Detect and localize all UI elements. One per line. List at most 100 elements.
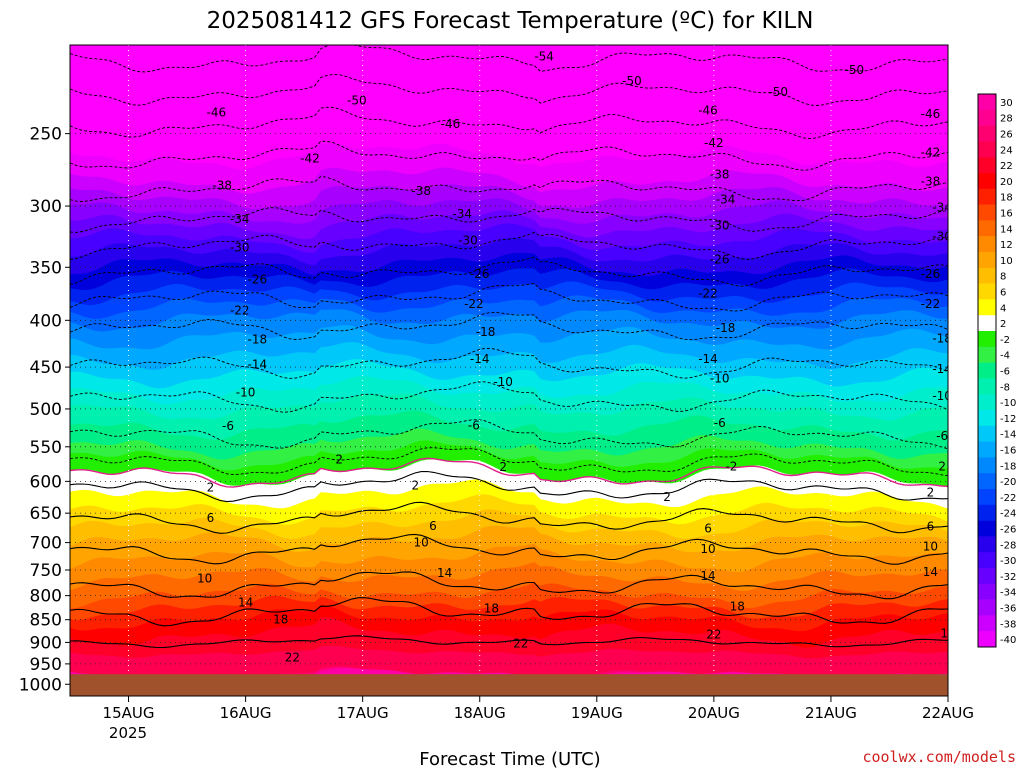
colorbar-label: 10 — [1000, 256, 1013, 267]
contour-label: -22 — [464, 297, 484, 311]
contour-label: -50 — [622, 74, 642, 88]
colorbar-swatch — [978, 536, 996, 553]
colorbar-label: -32 — [1000, 572, 1016, 583]
colorbar-label: -10 — [1000, 398, 1016, 409]
colorbar-swatch — [978, 236, 996, 253]
contour-label: -46 — [207, 105, 227, 119]
colorbar-swatch — [978, 157, 996, 174]
contour-label: 14 — [700, 569, 715, 583]
colorbar-swatch — [978, 362, 996, 379]
plot-area: -50-54-50-50-50-50-46-46-46 -46-42-42-42-… — [70, 45, 952, 696]
colorbar-swatch — [978, 473, 996, 490]
contour-label: -14 — [248, 357, 268, 371]
contour-label: 10 — [700, 542, 715, 556]
y-tick-label: 250 — [30, 125, 62, 145]
colorbar-swatch — [978, 441, 996, 458]
colorbar-label: 16 — [1000, 209, 1013, 220]
contour-label: -42 — [300, 151, 320, 165]
freezing-line — [70, 457, 948, 488]
colorbar-label: 20 — [1000, 177, 1013, 188]
contour-label: -18 — [932, 332, 952, 346]
contour-label: -14 — [470, 352, 490, 366]
contour-label: -38 — [710, 167, 730, 181]
contour-line — [70, 419, 948, 450]
contour-label: 18 — [484, 601, 499, 615]
y-tick-label: 350 — [30, 258, 62, 278]
x-tick-label: 21AUG — [805, 704, 857, 722]
contour-label: 2 — [335, 453, 343, 467]
colorbar-swatch — [978, 94, 996, 111]
colorbar-frame — [977, 93, 997, 648]
contour-label: -10 — [236, 386, 256, 400]
colorbar-swatch — [978, 568, 996, 585]
colorbar-swatch — [978, 141, 996, 158]
colorbar-label: 22 — [1000, 161, 1013, 172]
contour-label: -30 — [230, 240, 250, 254]
contour-label: -22 — [921, 297, 941, 311]
x-axis: 15AUG 16AUG 17AUG 18AUG 19AUG 20AUG 21AUG 22AUG — [103, 696, 974, 722]
grid-lines — [70, 45, 948, 696]
contour-label: -38 — [921, 174, 941, 188]
temperature-band — [70, 45, 948, 170]
contour-label: -38 — [212, 179, 232, 193]
colorbar-label: -24 — [1000, 509, 1016, 520]
contour-label: 22 — [513, 636, 528, 650]
contour-label: -18 — [476, 325, 496, 339]
colorbar-swatch — [978, 252, 996, 269]
colorbar-label: 2 — [1000, 319, 1006, 330]
x-year-label: 2025 — [109, 724, 147, 742]
contour-label: -34 — [452, 207, 472, 221]
contour-label: 6 — [927, 519, 935, 533]
contour-label: 2 — [412, 478, 420, 492]
y-tick-label: 850 — [30, 611, 62, 631]
contour-line — [70, 140, 948, 171]
contour-line — [70, 45, 948, 73]
y-tick-label: 400 — [30, 311, 62, 331]
colorbar: 30 28 26 24 22 20 18 16 14 12 10 8 6 4 2 -2 -4 -6 -8 -10 -12… — [977, 93, 1016, 648]
colorbar-label: 28 — [1000, 114, 1013, 125]
colorbar-swatch — [978, 520, 996, 537]
contour-label: 2 — [499, 460, 507, 474]
colorbar-label: 26 — [1000, 130, 1013, 141]
colorbar-label: 8 — [1000, 272, 1006, 283]
colorbar-swatch — [978, 504, 996, 521]
x-axis-label: Forecast Time (UTC) — [419, 749, 600, 768]
y-tick-label: 900 — [30, 633, 62, 653]
colorbar-swatch — [978, 489, 996, 506]
colorbar-label: 12 — [1000, 240, 1013, 251]
contour-label: -30 — [932, 230, 952, 244]
plot-frame — [69, 44, 949, 697]
colorbar-swatch — [978, 615, 996, 632]
colorbar-swatch — [978, 283, 996, 300]
contour-label: 18 — [273, 613, 288, 627]
contour-label: -6 — [936, 429, 948, 443]
x-tick-label: 20AUG — [688, 704, 740, 722]
contour-label: -10 — [493, 375, 513, 389]
contour-label: 6 — [704, 522, 712, 536]
x-tick-label: 22AUG — [922, 704, 974, 722]
contour-line — [70, 597, 948, 627]
colorbar-swatch — [978, 220, 996, 237]
y-tick-label: 600 — [30, 472, 62, 492]
colorbar-label: -12 — [1000, 414, 1016, 425]
contour-label: 18 — [730, 599, 745, 613]
y-tick-label: 700 — [30, 534, 62, 554]
colorbar-label: -22 — [1000, 493, 1016, 504]
contour-label: -30 — [710, 218, 730, 232]
contour-label: -34 — [716, 192, 736, 206]
colorbar-swatch — [978, 267, 996, 284]
contour-label: 14 — [923, 565, 938, 579]
colorbar-label: -26 — [1000, 525, 1016, 536]
contour-label: -46 — [921, 107, 941, 121]
contour-label: -30 — [458, 233, 478, 247]
contour-label: -38 — [411, 184, 431, 198]
colorbar-label: -30 — [1000, 556, 1016, 567]
x-tick-label: 16AUG — [220, 704, 272, 722]
credit-text: coolwx.com/models — [862, 748, 1016, 766]
colorbar-swatch — [978, 173, 996, 190]
contour-label: -50 — [768, 85, 788, 99]
y-tick-label: 650 — [30, 504, 62, 524]
contour-label: -46 — [698, 104, 718, 118]
ground-surface — [70, 674, 948, 696]
colorbar-label: -2 — [1000, 335, 1010, 346]
